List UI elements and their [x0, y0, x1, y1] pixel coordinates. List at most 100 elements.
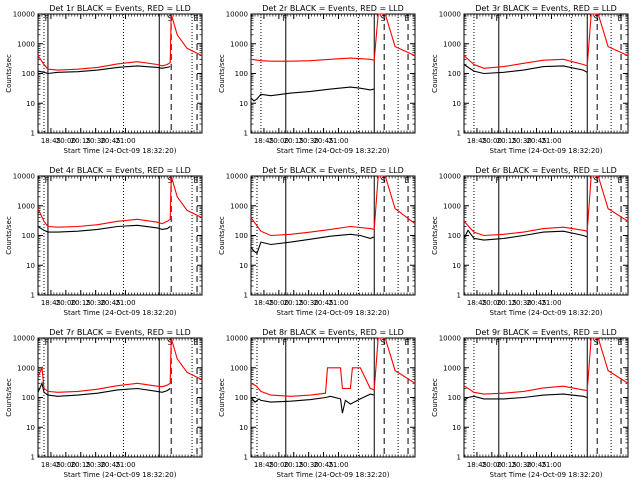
y-tick-label: 10	[452, 100, 461, 108]
x-tick-label: 20:30	[512, 137, 532, 145]
y-tick-label: 10000	[226, 11, 248, 19]
lld-series-line	[37, 337, 203, 393]
x-tick-label: 18:45	[254, 461, 274, 469]
lld-series-line	[250, 337, 416, 397]
x-tick-label: 18:45	[41, 299, 61, 307]
chart-panel-2: Det 2r BLACK = Events, RED = LLD Counts/s…	[218, 4, 416, 155]
x-tick-label: 20:15	[71, 137, 91, 145]
y-tick-label: 10000	[226, 335, 248, 343]
y-tick-label: 1000	[443, 202, 461, 210]
y-tick-label: 100	[235, 70, 248, 78]
event-marker-label: E	[193, 338, 198, 347]
x-tick-label: 20:00	[482, 137, 502, 145]
events-series-line	[463, 64, 588, 75]
x-tick-label: 20:30	[299, 137, 319, 145]
y-tick-label: 10	[239, 424, 248, 432]
y-axis-label: Counts/sec	[431, 54, 439, 93]
events-series-line	[250, 86, 375, 102]
x-tick-label: 18:45	[467, 461, 487, 469]
x-tick-label: 20:15	[71, 461, 91, 469]
x-axis-label: Start Time (24-Oct-09 18:32:20)	[490, 471, 603, 479]
events-series-line	[37, 65, 171, 75]
y-tick-label: 1000	[443, 364, 461, 372]
x-tick-label: 21:00	[328, 299, 348, 307]
y-tick-label: 1000	[230, 202, 248, 210]
x-tick-label: 21:00	[115, 137, 135, 145]
chart-title: Det 9r BLACK = Events, RED = LLD	[475, 328, 617, 337]
event-marker-label: S	[381, 176, 386, 185]
lld-series-line	[463, 337, 629, 395]
x-tick-label: 20:45	[100, 137, 120, 145]
x-tick-label: 20:30	[512, 461, 532, 469]
chart-panel-8: Det 8r BLACK = Events, RED = LLD Counts/s…	[218, 328, 416, 479]
chart-title: Det 1r BLACK = Events, RED = LLD	[49, 4, 191, 13]
y-tick-label: 10000	[439, 11, 461, 19]
x-tick-label: 20:45	[526, 137, 546, 145]
y-tick-label: 100	[448, 394, 461, 402]
event-marker-label: S	[381, 14, 386, 23]
x-tick-label: 21:00	[541, 137, 561, 145]
y-tick-label: 100	[22, 232, 35, 240]
y-axis-label: Counts/sec	[218, 216, 226, 255]
y-tick-label: 1	[31, 130, 35, 138]
y-tick-label: 1000	[443, 40, 461, 48]
x-axis-label: Start Time (24-Oct-09 18:32:20)	[490, 309, 603, 317]
x-tick-label: 20:15	[497, 137, 517, 145]
x-tick-label: 21:00	[541, 461, 561, 469]
chart-panel-9: Det 9r BLACK = Events, RED = LLD Counts/s…	[431, 328, 629, 479]
y-tick-label: 10000	[226, 173, 248, 181]
events-series-line	[37, 381, 171, 397]
x-tick-label: 18:45	[41, 137, 61, 145]
x-tick-label: 20:00	[56, 137, 76, 145]
events-series-line	[37, 224, 171, 233]
y-tick-label: 100	[235, 394, 248, 402]
y-tick-label: 10	[26, 424, 35, 432]
event-marker-label: E	[618, 14, 623, 23]
x-tick-label: 20:45	[526, 461, 546, 469]
x-tick-label: 20:30	[86, 461, 106, 469]
x-tick-label: 20:45	[526, 299, 546, 307]
x-axis-label: Start Time (24-Oct-09 18:32:20)	[64, 147, 177, 155]
event-marker-label: E	[405, 176, 410, 185]
lld-series-line	[37, 175, 203, 228]
x-axis-label: Start Time (24-Oct-09 18:32:20)	[277, 471, 390, 479]
event-marker-label: S	[381, 338, 386, 347]
y-tick-label: 100	[22, 70, 35, 78]
events-series-line	[250, 393, 375, 414]
y-tick-label: 10000	[13, 11, 35, 19]
x-tick-label: 20:15	[497, 299, 517, 307]
chart-panel-4: Det 4r BLACK = Events, RED = LLD Counts/s…	[5, 166, 203, 317]
y-tick-label: 10	[452, 424, 461, 432]
x-tick-label: 18:45	[254, 299, 274, 307]
chart-title: Det 3r BLACK = Events, RED = LLD	[475, 4, 617, 13]
event-marker-label: E	[405, 338, 410, 347]
lld-series-line	[250, 13, 416, 62]
x-tick-label: 20:00	[269, 461, 289, 469]
x-tick-label: 20:30	[299, 461, 319, 469]
y-tick-label: 10000	[439, 335, 461, 343]
chart-title: Det 2r BLACK = Events, RED = LLD	[262, 4, 404, 13]
y-tick-label: 1	[457, 454, 461, 462]
y-tick-label: 1	[31, 454, 35, 462]
y-tick-label: 1	[457, 292, 461, 300]
y-tick-label: 10	[239, 100, 248, 108]
y-tick-label: 10	[26, 262, 35, 270]
y-tick-label: 10000	[13, 335, 35, 343]
y-tick-label: 10	[26, 100, 35, 108]
event-marker-label: F	[45, 14, 50, 23]
y-axis-label: Counts/sec	[218, 54, 226, 93]
y-axis-label: Counts/sec	[5, 54, 13, 93]
y-axis-label: Counts/sec	[431, 216, 439, 255]
event-marker-label: F	[45, 338, 50, 347]
y-axis-label: Counts/sec	[218, 378, 226, 417]
y-axis-label: Counts/sec	[5, 216, 13, 255]
x-tick-label: 20:00	[269, 299, 289, 307]
event-marker-label: F	[282, 14, 287, 23]
lld-series-line	[250, 175, 416, 237]
y-tick-label: 100	[235, 232, 248, 240]
lld-series-line	[463, 175, 629, 237]
events-series-line	[463, 393, 588, 401]
event-marker-label: E	[618, 338, 623, 347]
event-marker-label: S	[594, 176, 599, 185]
